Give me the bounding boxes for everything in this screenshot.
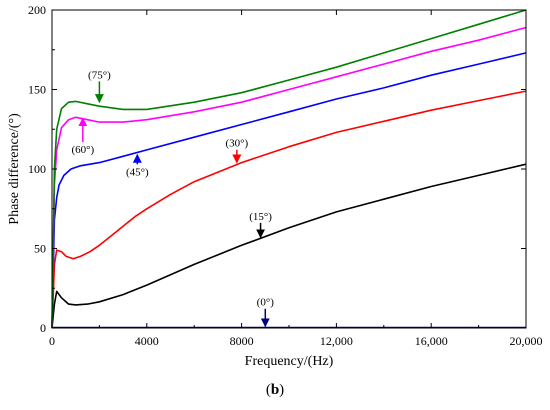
annotation-label: (0°) bbox=[257, 297, 275, 309]
figure-caption: (b) bbox=[0, 382, 550, 399]
caption-letter: b bbox=[270, 382, 280, 398]
y-tick-label: 100 bbox=[28, 162, 46, 176]
y-tick-label: 50 bbox=[34, 242, 46, 256]
caption-open-paren: ( bbox=[265, 382, 271, 398]
series-line-3 bbox=[51, 52, 527, 329]
series-line-2 bbox=[51, 90, 527, 329]
annotation-label: (45°) bbox=[126, 166, 149, 178]
y-tick-label: 0 bbox=[40, 321, 46, 335]
series-line-4 bbox=[51, 26, 527, 329]
x-tick-label: 20,000 bbox=[510, 334, 543, 348]
phase-difference-chart: 0 4000 8000 12,000 16,000 20,000050100150200 … bbox=[7, 3, 543, 369]
plot-frame bbox=[51, 9, 527, 329]
x-tick-label: 0 bbox=[49, 334, 55, 348]
series-line-1 bbox=[51, 163, 527, 329]
axes: 0 4000 8000 12,000 16,000 20,000 0 50 100 150 200 bbox=[28, 3, 543, 348]
x-tick-label: 4000 bbox=[135, 334, 159, 348]
x-axis-title: Frequency/(Hz) bbox=[245, 354, 334, 369]
annotation-label: (75°) bbox=[88, 69, 111, 81]
annotation-label: (60°) bbox=[71, 144, 94, 156]
y-tick-label: 200 bbox=[28, 3, 46, 17]
x-tick-label: 12,000 bbox=[320, 334, 353, 348]
caption-close-paren: ) bbox=[279, 382, 285, 398]
series-line-5 bbox=[51, 9, 527, 329]
annotation-label: (15°) bbox=[249, 211, 272, 223]
plot-area bbox=[51, 9, 527, 329]
annotation-label: (30°) bbox=[225, 138, 248, 150]
y-axis-title: Phase difference/(°) bbox=[7, 113, 22, 225]
y-tick-label: 150 bbox=[28, 83, 46, 97]
x-tick-label: 8000 bbox=[230, 334, 254, 348]
annotations: (75°) (60°) (45°) (30°) (15°) (0°) bbox=[71, 69, 275, 328]
x-tick-label: 16,000 bbox=[415, 334, 448, 348]
